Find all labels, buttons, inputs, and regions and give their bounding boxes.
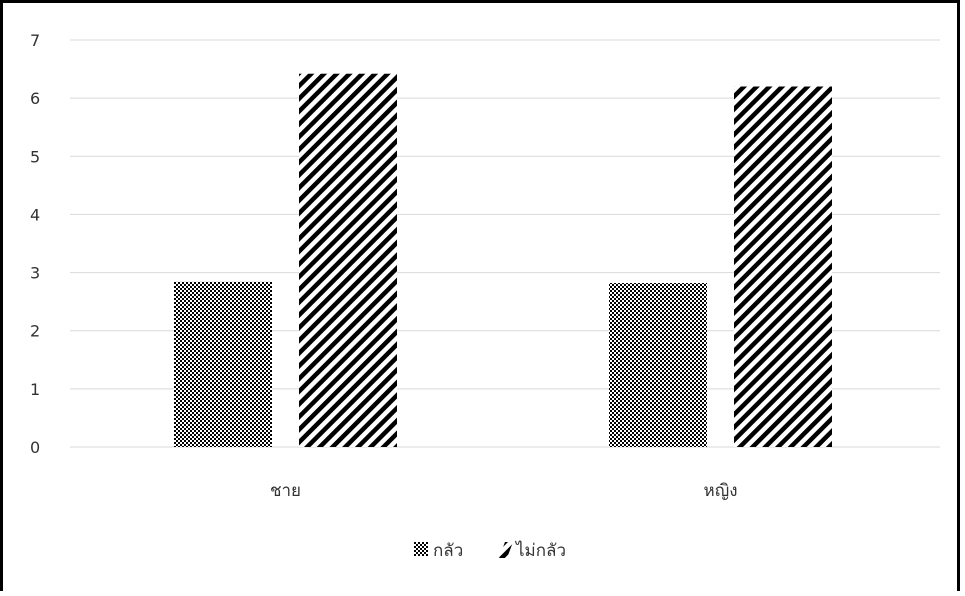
legend-item: กลัว <box>414 541 463 561</box>
y-axis-ticks: 0 1 2 3 4 5 6 7 <box>30 31 40 457</box>
y-tick-label: 7 <box>30 31 40 50</box>
legend: กลัว ไม่กลัว <box>414 540 566 561</box>
bar-afraid-male <box>174 281 272 447</box>
legend-label: กลัว <box>433 541 463 561</box>
bars <box>174 73 832 448</box>
legend-label: ไม่กลัว <box>514 540 566 561</box>
x-category-label: ชาย <box>270 481 301 501</box>
bar-not-afraid-female <box>734 86 832 447</box>
y-tick-label: 1 <box>30 380 40 399</box>
y-tick-label: 2 <box>30 322 40 341</box>
y-tick-label: 4 <box>30 205 40 224</box>
bar-afraid-female <box>609 283 707 447</box>
legend-swatch-diagonal <box>499 542 513 558</box>
y-tick-label: 0 <box>30 438 40 457</box>
y-tick-label: 3 <box>30 264 40 283</box>
y-tick-label: 6 <box>30 89 40 108</box>
x-axis-categories: ชาย หญิง <box>270 481 738 501</box>
x-category-label: หญิง <box>704 481 738 501</box>
legend-item: ไม่กลัว <box>499 540 566 561</box>
y-tick-label: 5 <box>30 147 40 166</box>
bar-not-afraid-male <box>299 73 397 448</box>
legend-swatch-checker <box>414 542 428 556</box>
